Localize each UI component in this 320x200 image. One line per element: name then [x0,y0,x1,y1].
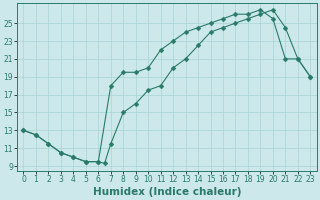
X-axis label: Humidex (Indice chaleur): Humidex (Indice chaleur) [93,187,241,197]
